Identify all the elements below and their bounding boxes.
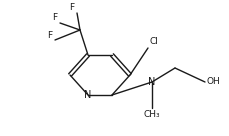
Text: F: F <box>69 4 74 13</box>
Text: Cl: Cl <box>149 37 158 46</box>
Text: OH: OH <box>206 78 220 86</box>
Text: N: N <box>148 77 155 87</box>
Text: F: F <box>52 13 57 22</box>
Text: F: F <box>47 30 52 39</box>
Text: CH₃: CH₃ <box>143 110 160 119</box>
Text: N: N <box>84 90 91 100</box>
